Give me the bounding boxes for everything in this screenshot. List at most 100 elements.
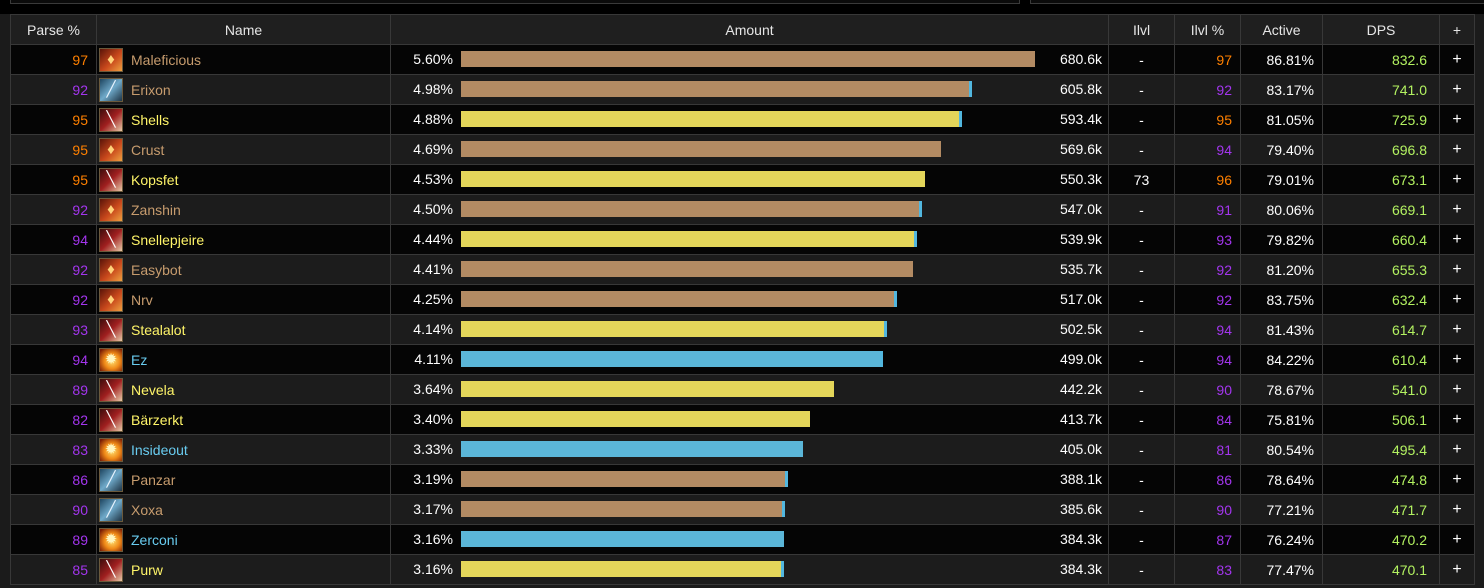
player-cell[interactable]: ♦ Crust xyxy=(96,134,391,165)
player-name[interactable]: Purw xyxy=(131,561,163,578)
player-name[interactable]: Nrv xyxy=(131,291,153,308)
parse-percent: 95 xyxy=(10,134,97,165)
player-cell[interactable]: ╲ Stealalot xyxy=(96,314,391,345)
amount-bar-cap xyxy=(959,111,962,127)
table-row[interactable]: 83 ✹ Insideout 3.33% 405.0k -81 80.54% 495.4 + xyxy=(10,434,1475,465)
dps-value: 669.1 xyxy=(1322,194,1440,225)
player-name[interactable]: Xoxa xyxy=(131,501,163,518)
player-name[interactable]: Shells xyxy=(131,111,170,128)
table-row[interactable]: 92 ♦ Zanshin 4.50% 547.0k -91 80.06% 669.1 + xyxy=(10,194,1475,225)
header-amount[interactable]: Amount xyxy=(390,14,1109,45)
player-cell[interactable]: ╲ Shells xyxy=(96,104,391,135)
table-row[interactable]: 86 ╱ Panzar 3.19% 388.1k -86 78.64% 474.8 + xyxy=(10,464,1475,495)
table-row[interactable]: 97 ♦ Maleficious 5.60% 680.6k -97 86.81% 832.6 + xyxy=(10,44,1475,75)
amount-cell: 3.16% 384.3k xyxy=(390,524,1109,555)
table-row[interactable]: 89 ✹ Zerconi 3.16% 384.3k -87 76.24% 470.2 + xyxy=(10,524,1475,555)
table-row[interactable]: 95 ♦ Crust 4.69% 569.6k -94 79.40% 696.8 + xyxy=(10,134,1475,165)
amount-cell: 4.11% 499.0k xyxy=(390,344,1109,375)
table-row[interactable]: 85 ╲ Purw 3.16% 384.3k -83 77.47% 470.1 + xyxy=(10,554,1475,585)
expand-button[interactable]: + xyxy=(1439,284,1475,315)
player-cell[interactable]: ╱ Erixon xyxy=(96,74,391,105)
ilvl: - xyxy=(1108,524,1175,555)
table-row[interactable]: 95 ╲ Shells 4.88% 593.4k -95 81.05% 725.9 + xyxy=(10,104,1475,135)
player-name[interactable]: Kopsfet xyxy=(131,171,179,188)
parse-percent: 92 xyxy=(10,284,97,315)
player-name[interactable]: Snellepjeire xyxy=(131,231,205,248)
amount-bar-cap xyxy=(894,291,897,307)
header-name[interactable]: Name xyxy=(96,14,391,45)
player-cell[interactable]: ╱ Xoxa xyxy=(96,494,391,525)
expand-button[interactable]: + xyxy=(1439,494,1475,525)
fire-icon: ✹ xyxy=(99,437,123,462)
expand-button[interactable]: + xyxy=(1439,464,1475,495)
player-cell[interactable]: ✹ Zerconi xyxy=(96,524,391,555)
player-name[interactable]: Insideout xyxy=(131,441,188,458)
player-cell[interactable]: ╲ Snellepjeire xyxy=(96,224,391,255)
table-row[interactable]: 93 ╲ Stealalot 4.14% 502.5k -94 81.43% 614.7 + xyxy=(10,314,1475,345)
amount-bar xyxy=(461,81,969,97)
header-ilvl-percent[interactable]: Ilvl % xyxy=(1174,14,1241,45)
player-cell[interactable]: ╲ Kopsfet xyxy=(96,164,391,195)
header-ilvl[interactable]: Ilvl xyxy=(1108,14,1175,45)
expand-button[interactable]: + xyxy=(1439,224,1475,255)
table-row[interactable]: 89 ╲ Nevela 3.64% 442.2k -90 78.67% 541.0 + xyxy=(10,374,1475,405)
header-active[interactable]: Active xyxy=(1240,14,1323,45)
active-percent: 79.82% xyxy=(1240,224,1323,255)
amount-cell: 4.98% 605.8k xyxy=(390,74,1109,105)
expand-button[interactable]: + xyxy=(1439,134,1475,165)
expand-button[interactable]: + xyxy=(1439,524,1475,555)
expand-button[interactable]: + xyxy=(1439,404,1475,435)
table-row[interactable]: 94 ✹ Ez 4.11% 499.0k -94 84.22% 610.4 + xyxy=(10,344,1475,375)
player-name[interactable]: Easybot xyxy=(131,261,182,278)
player-name[interactable]: Crust xyxy=(131,141,165,158)
table-row[interactable]: 92 ♦ Nrv 4.25% 517.0k -92 83.75% 632.4 + xyxy=(10,284,1475,315)
table-row[interactable]: 94 ╲ Snellepjeire 4.44% 539.9k -93 79.82% 660.4… xyxy=(10,224,1475,255)
expand-button[interactable]: + xyxy=(1439,194,1475,225)
expand-button[interactable]: + xyxy=(1439,164,1475,195)
top-panel-left xyxy=(10,0,1020,4)
player-name[interactable]: Stealalot xyxy=(131,321,186,338)
table-row[interactable]: 95 ╲ Kopsfet 4.53% 550.3k 73 96 79.01% 673.1 + xyxy=(10,164,1475,195)
expand-button[interactable]: + xyxy=(1439,434,1475,465)
player-cell[interactable]: ╱ Panzar xyxy=(96,464,391,495)
active-percent: 77.21% xyxy=(1240,494,1323,525)
player-name[interactable]: Erixon xyxy=(131,81,171,98)
amount-percent: 5.60% xyxy=(413,51,453,67)
expand-button[interactable]: + xyxy=(1439,374,1475,405)
header-add[interactable]: + xyxy=(1439,14,1475,45)
expand-button[interactable]: + xyxy=(1439,344,1475,375)
player-name[interactable]: Nevela xyxy=(131,381,175,398)
table-row[interactable]: 92 ╱ Erixon 4.98% 605.8k -92 83.17% 741.0 + xyxy=(10,74,1475,105)
header-parse[interactable]: Parse % xyxy=(10,14,97,45)
table-row[interactable]: 92 ♦ Easybot 4.41% 535.7k -92 81.20% 655.3 + xyxy=(10,254,1475,285)
expand-button[interactable]: + xyxy=(1439,254,1475,285)
expand-button[interactable]: + xyxy=(1439,74,1475,105)
player-name[interactable]: Maleficious xyxy=(131,51,202,68)
player-name[interactable]: Ez xyxy=(131,351,148,368)
player-cell[interactable]: ╲ Nevela xyxy=(96,374,391,405)
player-name[interactable]: Panzar xyxy=(131,471,176,488)
expand-button[interactable]: + xyxy=(1439,314,1475,345)
player-name[interactable]: Zerconi xyxy=(131,531,178,548)
parse-percent: 95 xyxy=(10,104,97,135)
player-cell[interactable]: ♦ Zanshin xyxy=(96,194,391,225)
header-dps[interactable]: DPS xyxy=(1322,14,1440,45)
expand-button[interactable]: + xyxy=(1439,44,1475,75)
expand-button[interactable]: + xyxy=(1439,554,1475,585)
expand-button[interactable]: + xyxy=(1439,104,1475,135)
ilvl-percent: 96 xyxy=(1174,164,1241,195)
table-row[interactable]: 82 ╲ Bärzerkt 3.40% 413.7k -84 75.81% 506.1 + xyxy=(10,404,1475,435)
amount-cell: 3.64% 442.2k xyxy=(390,374,1109,405)
player-cell[interactable]: ♦ Nrv xyxy=(96,284,391,315)
player-cell[interactable]: ♦ Maleficious xyxy=(96,44,391,75)
amount-bar-cap xyxy=(785,471,788,487)
player-cell[interactable]: ╲ Bärzerkt xyxy=(96,404,391,435)
player-cell[interactable]: ✹ Ez xyxy=(96,344,391,375)
sword-icon: ╱ xyxy=(99,497,123,522)
player-name[interactable]: Zanshin xyxy=(131,201,181,218)
player-cell[interactable]: ✹ Insideout xyxy=(96,434,391,465)
player-name[interactable]: Bärzerkt xyxy=(131,411,184,428)
player-cell[interactable]: ╲ Purw xyxy=(96,554,391,585)
player-cell[interactable]: ♦ Easybot xyxy=(96,254,391,285)
table-row[interactable]: 90 ╱ Xoxa 3.17% 385.6k -90 77.21% 471.7 + xyxy=(10,494,1475,525)
